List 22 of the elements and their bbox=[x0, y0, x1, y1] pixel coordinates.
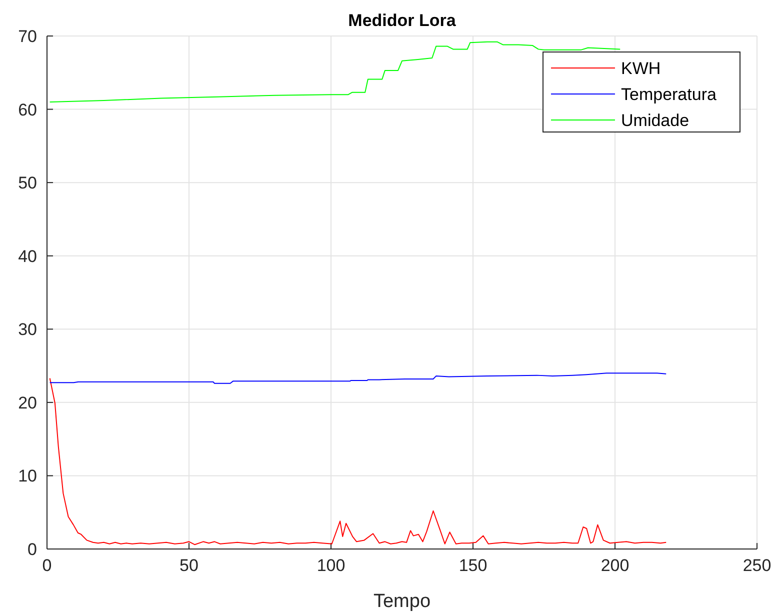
y-tick-label: 30 bbox=[18, 320, 37, 340]
legend-label: KWH bbox=[621, 59, 661, 78]
line-series bbox=[49, 372, 667, 384]
y-tick-label: 50 bbox=[18, 174, 37, 193]
x-tick-label: 100 bbox=[316, 556, 346, 575]
y-tick-label: 70 bbox=[18, 27, 37, 46]
x-tick-label: 250 bbox=[742, 556, 772, 575]
y-tick-label: 0 bbox=[28, 540, 37, 559]
legend-label: Umidade bbox=[621, 111, 690, 130]
line-series bbox=[49, 41, 621, 102]
y-tick-label: 40 bbox=[18, 246, 37, 266]
x-tick-label: 200 bbox=[600, 556, 630, 575]
line-series bbox=[49, 378, 667, 546]
legend-label: Temperatura bbox=[621, 85, 717, 104]
x-tick-label: 150 bbox=[458, 556, 488, 575]
x-tick-label: 0 bbox=[42, 556, 52, 575]
y-tick-label: 20 bbox=[18, 393, 37, 412]
y-tick-label: 10 bbox=[18, 466, 37, 486]
y-tick-label: 60 bbox=[18, 100, 37, 120]
x-axis-title: Tempo bbox=[373, 591, 431, 612]
chart-title: Medidor Lora bbox=[348, 11, 456, 30]
x-tick-label: 50 bbox=[180, 556, 198, 575]
